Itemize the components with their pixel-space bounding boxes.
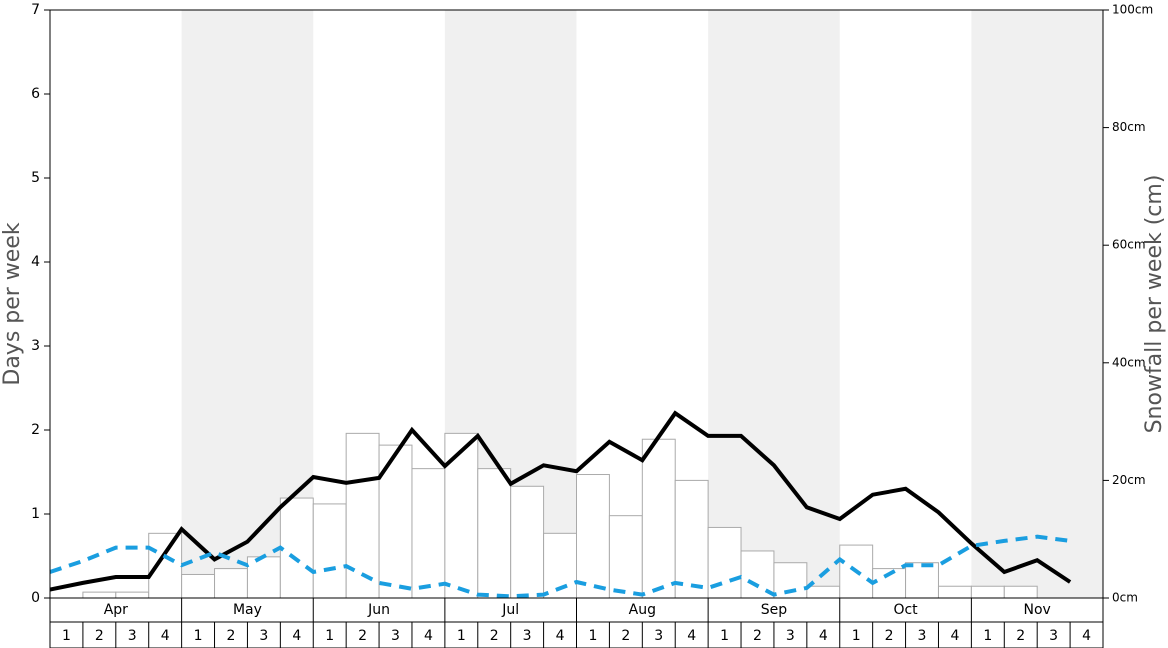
y-tick-label: 4 [31,254,40,270]
bar [1003,585,1038,599]
y2-tick-label: 20cm [1112,473,1146,487]
bar [312,503,347,599]
y-tick-label: 3 [31,338,40,354]
month-label: Jun [367,602,390,618]
y-tick-label: 0 [31,590,40,606]
month-label: Jul [501,602,519,618]
week-label: 1 [588,628,597,644]
bar [477,468,512,599]
week-label: 1 [720,628,729,644]
week-label: 2 [621,628,630,644]
week-label: 2 [358,628,367,644]
week-label: 2 [95,628,104,644]
week-label: 3 [259,628,268,644]
week-label: 3 [654,628,663,644]
week-label: 1 [983,628,992,644]
bar [905,562,939,599]
week-label: 1 [457,628,466,644]
y-axis-title: Days per week [0,222,25,385]
bar [674,479,709,599]
bar [444,432,479,599]
bar [937,585,972,599]
week-label: 3 [391,628,400,644]
week-label: 2 [753,628,762,644]
y2-tick-label: 100cm [1112,3,1153,17]
week-label: 2 [490,628,499,644]
y-tick-label: 7 [31,2,40,18]
week-label: 2 [227,628,236,644]
y2-tick-label: 60cm [1112,238,1146,252]
bar [115,591,150,599]
week-label: 3 [918,628,927,644]
month-shade [971,10,1103,598]
y-tick-label: 1 [31,506,40,522]
bar [608,515,643,599]
week-label: 3 [523,628,532,644]
y-tick-label: 2 [31,422,40,438]
week-label: 3 [128,628,137,644]
bar [773,562,808,599]
month-label: Aug [629,602,656,618]
bar [148,532,183,599]
bar [279,497,314,599]
week-label: 1 [194,628,203,644]
bar [806,585,841,599]
week-label: 1 [852,628,861,644]
week-label: 2 [885,628,894,644]
bar [246,556,281,599]
bar [411,468,446,599]
week-label: 4 [950,628,959,644]
axis-frame [49,9,1104,648]
week-label: 4 [161,628,170,644]
bar [510,485,545,599]
bar [641,438,676,599]
y2-tick-label: 80cm [1112,120,1146,134]
month-label: Oct [893,602,918,618]
week-label: 4 [819,628,828,644]
week-label: 1 [62,628,71,644]
bar [181,573,216,599]
week-label: 4 [1082,628,1091,644]
y-tick-label: 5 [31,170,40,186]
week-label: 4 [687,628,696,644]
bar [970,585,1005,599]
month-label: May [233,602,262,618]
bar [214,568,248,599]
week-label: 1 [325,628,334,644]
bar [82,591,117,599]
month-label: Apr [104,602,128,618]
y2-tick-label: 40cm [1112,355,1146,369]
month-label: Sep [761,602,788,618]
y-tick-label: 6 [31,86,40,102]
month-shade [708,10,840,598]
week-label: 3 [1049,628,1058,644]
bar [576,474,610,599]
month-label: Nov [1024,602,1051,618]
y2-axis-title: Snowfall per week (cm) [1142,175,1167,434]
week-label: 4 [292,628,301,644]
week-label: 2 [1016,628,1025,644]
y2-tick-label: 0cm [1112,591,1138,605]
week-label: 4 [556,628,565,644]
week-label: 3 [786,628,795,644]
line [49,534,1071,599]
week-label: 4 [424,628,433,644]
